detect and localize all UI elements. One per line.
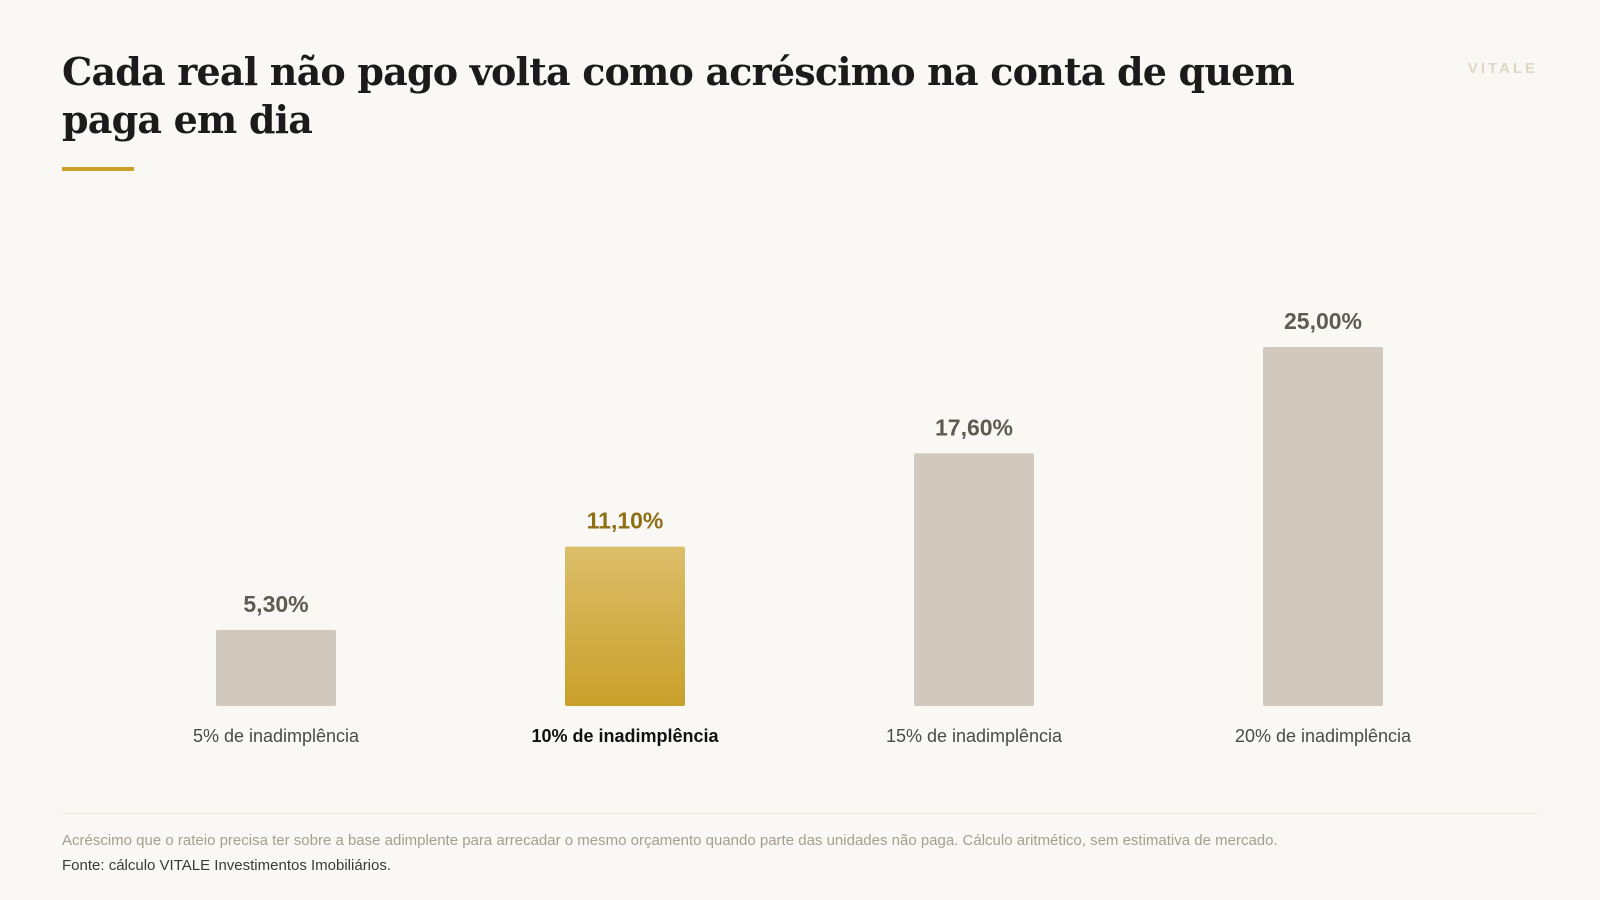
chart-source: Fonte: cálculo VITALE Investimentos Imob… (62, 857, 392, 874)
bar-value-label-1: 5,30% (243, 591, 308, 617)
title-accent-rule (62, 167, 134, 171)
bar-4 (1263, 347, 1383, 706)
bar-2 (565, 546, 685, 706)
bar-1 (216, 629, 336, 706)
bar-value-label-4: 25,00% (1284, 308, 1362, 334)
category-label-2: 10% de inadimplência (531, 726, 719, 746)
bar-value-label-3: 17,60% (935, 414, 1013, 440)
category-label-1: 5% de inadimplência (193, 726, 360, 746)
chart-note: Acréscimo que o rateio precisa ter sobre… (62, 832, 1278, 849)
bar-3 (914, 453, 1034, 706)
brand-logo: VITALE (1467, 60, 1538, 77)
bar-value-label-2: 11,10% (587, 508, 664, 534)
category-label-3: 15% de inadimplência (886, 726, 1063, 746)
category-label-4: 20% de inadimplência (1235, 726, 1412, 746)
page-title: Cada real não pago volta como acréscimo … (62, 49, 1295, 142)
footer-divider (62, 813, 1538, 814)
bars-group: 5,30% 5% de inadimplência 11,10% 10% de ina… (193, 308, 1412, 746)
